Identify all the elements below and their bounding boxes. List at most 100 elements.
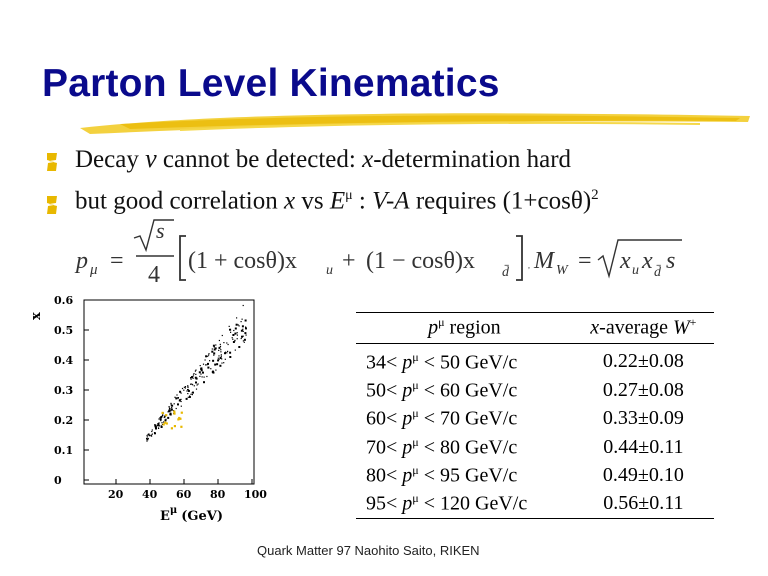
scatter-point xyxy=(215,370,216,371)
svg-text:μ: μ xyxy=(89,262,98,278)
scatter-point-highlight xyxy=(174,425,176,427)
region-cell: 34< pμ < 50 GeV/c xyxy=(356,343,573,376)
table-row: 95< pμ < 120 GeV/c 0.56±0.11 xyxy=(356,490,714,519)
x-average-cell: 0.22±0.08 xyxy=(573,343,714,376)
scatter-point xyxy=(184,387,185,388)
scatter-point xyxy=(165,419,167,421)
scatter-point xyxy=(200,365,201,366)
svg-text:+: + xyxy=(342,248,356,274)
scatter-point xyxy=(236,324,238,326)
scatter-point xyxy=(192,384,193,385)
x-tick-label: 60 xyxy=(176,488,192,501)
scatter-point xyxy=(167,417,169,419)
scatter-point xyxy=(236,317,237,318)
scatter-point xyxy=(168,406,169,407)
scatter-point-highlight xyxy=(180,426,182,428)
svg-text:s: s xyxy=(666,248,675,274)
scatter-point xyxy=(224,352,226,354)
scatter-point xyxy=(223,362,224,363)
scatter-point xyxy=(169,414,170,415)
scatter-point xyxy=(232,337,233,338)
x-average-cell: 0.44±0.11 xyxy=(573,433,714,461)
scatter-point xyxy=(218,355,219,356)
y-tick-label: 0.3 xyxy=(54,384,73,397)
svg-text:x: x xyxy=(619,248,631,274)
scatter-point xyxy=(161,426,163,428)
svg-text:x: x xyxy=(641,248,653,274)
scatter-point xyxy=(212,348,213,349)
scatter-point xyxy=(238,324,239,325)
x-axis-ticks: 20 40 60 80 100 xyxy=(108,479,267,501)
scatter-point xyxy=(220,346,221,347)
scatter-point xyxy=(205,364,206,365)
scatter-point xyxy=(242,319,243,320)
bullet-2: but good correlation x vs Eμ : V-A requi… xyxy=(75,187,599,215)
scatter-point xyxy=(212,360,214,362)
scatter-point xyxy=(205,359,206,360)
scatter-point xyxy=(203,364,204,365)
svg-text:,: , xyxy=(528,261,530,270)
scatter-point-highlight xyxy=(171,427,173,429)
scatter-point xyxy=(188,397,189,398)
scatter-point xyxy=(243,331,244,332)
scatter-point xyxy=(187,387,188,388)
svg-text:p: p xyxy=(74,248,88,274)
scatter-point-highlight xyxy=(177,418,179,420)
scatter-point xyxy=(246,335,247,336)
scatter-point xyxy=(198,383,199,384)
bullet-1: Decay ν cannot be detected: x-determinat… xyxy=(75,144,571,174)
scatter-point-highlight xyxy=(166,422,168,424)
table-row: 70< pμ < 80 GeV/c 0.44±0.11 xyxy=(356,433,714,461)
scatter-point xyxy=(218,350,219,351)
scatter-point xyxy=(191,379,192,380)
col-header-region: pμ region xyxy=(356,313,573,344)
scatter-point xyxy=(208,353,209,354)
table-row: 60< pμ < 70 GeV/c 0.33±0.09 xyxy=(356,404,714,432)
scatter-point xyxy=(235,328,237,330)
scatter-point xyxy=(241,336,243,338)
slide-title: Parton Level Kinematics xyxy=(42,62,500,106)
scatter-point xyxy=(168,410,170,412)
scatter-point xyxy=(235,350,236,351)
scatter-point xyxy=(152,429,153,430)
svg-text:u: u xyxy=(326,263,333,278)
svg-text:(1 − cosθ)x: (1 − cosθ)x xyxy=(366,248,475,274)
scatter-point xyxy=(223,342,224,343)
scatter-point xyxy=(232,339,233,340)
region-cell: 60< pμ < 70 GeV/c xyxy=(356,404,573,432)
scatter-point xyxy=(216,363,218,365)
title-underline-brush xyxy=(60,108,760,138)
scatter-point xyxy=(164,417,165,418)
scatter-point xyxy=(195,374,196,375)
scatter-point xyxy=(233,330,234,331)
scatter-point xyxy=(188,391,189,392)
table-row: 80< pμ < 95 GeV/c 0.49±0.10 xyxy=(356,461,714,489)
scatter-point xyxy=(155,428,157,430)
scatter-point xyxy=(234,333,236,335)
y-tick-label: 0.6 xyxy=(54,294,73,307)
scatter-point xyxy=(199,376,200,377)
scatter-point xyxy=(221,356,222,357)
scatter-point xyxy=(193,373,194,374)
scatter-point xyxy=(180,399,181,400)
scatter-point xyxy=(187,389,188,390)
scatter-point xyxy=(241,338,242,339)
scatter-point xyxy=(222,335,223,336)
scatter-point xyxy=(200,368,202,370)
scatter-point xyxy=(169,408,170,409)
scatter-point xyxy=(225,359,226,360)
scatter-point xyxy=(213,345,215,347)
y-axis-label: x xyxy=(29,312,44,320)
scatter-point xyxy=(163,421,164,422)
scatter-point-highlight xyxy=(163,423,165,425)
scatter-point xyxy=(151,435,152,436)
svg-text:s: s xyxy=(156,218,165,243)
table-row: 50< pμ < 60 GeV/c 0.27±0.08 xyxy=(356,376,714,404)
scatter-point xyxy=(217,359,219,361)
scatter-point xyxy=(190,394,191,395)
scatter-point xyxy=(154,432,156,434)
scatter-point xyxy=(212,371,214,373)
scatter-point xyxy=(206,376,207,377)
scatter-point xyxy=(181,406,182,407)
scatter-point xyxy=(187,393,188,394)
